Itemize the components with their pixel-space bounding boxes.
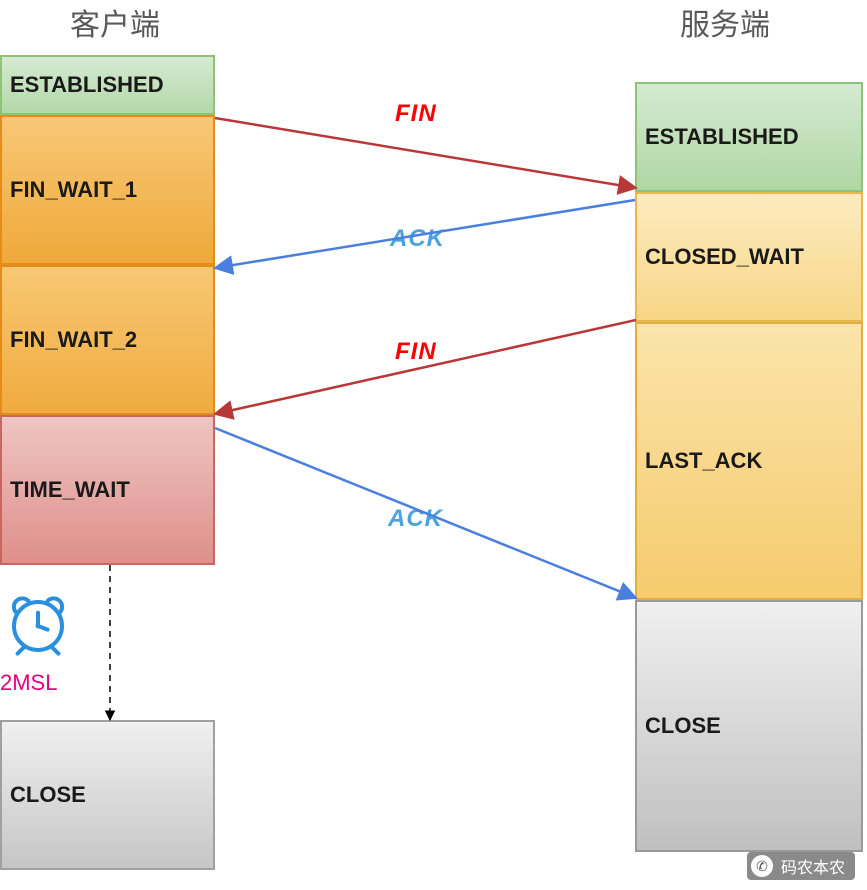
client-state-fin_wait_1: FIN_WAIT_1 xyxy=(0,115,215,265)
state-label: CLOSE xyxy=(10,782,86,808)
state-label: CLOSED_WAIT xyxy=(645,244,804,270)
watermark-text: 码农本农 xyxy=(781,854,845,878)
client-header: 客户端 xyxy=(70,0,160,44)
state-label: TIME_WAIT xyxy=(10,477,130,503)
msg-label-fin-0: FIN xyxy=(395,100,437,128)
msg-label-fin-2: FIN xyxy=(395,338,437,366)
watermark: ✆ 码农本农 xyxy=(747,852,855,880)
server-state-last_ack: LAST_ACK xyxy=(635,322,863,600)
msg-label-ack-1: ACK xyxy=(390,225,445,253)
arrow-2 xyxy=(215,320,636,414)
server-header: 服务端 xyxy=(680,0,770,44)
wechat-icon: ✆ xyxy=(751,855,773,877)
client-state-established: ESTABLISHED xyxy=(0,55,215,115)
client-state-fin_wait_2: FIN_WAIT_2 xyxy=(0,265,215,415)
state-label: CLOSE xyxy=(645,713,721,739)
client-state-close: CLOSE xyxy=(0,720,215,870)
state-label: FIN_WAIT_1 xyxy=(10,177,137,203)
arrow-0 xyxy=(215,118,636,188)
state-label: ESTABLISHED xyxy=(645,124,799,150)
state-label: FIN_WAIT_2 xyxy=(10,327,137,353)
timer-label: 2MSL xyxy=(0,670,57,696)
client-state-time_wait: TIME_WAIT xyxy=(0,415,215,565)
clock-icon xyxy=(14,598,62,653)
state-label: LAST_ACK xyxy=(645,448,762,474)
state-label: ESTABLISHED xyxy=(10,72,164,98)
server-state-close: CLOSE xyxy=(635,600,863,852)
msg-label-ack-3: ACK xyxy=(388,505,443,533)
server-state-established: ESTABLISHED xyxy=(635,82,863,192)
server-state-closed_wait: CLOSED_WAIT xyxy=(635,192,863,322)
